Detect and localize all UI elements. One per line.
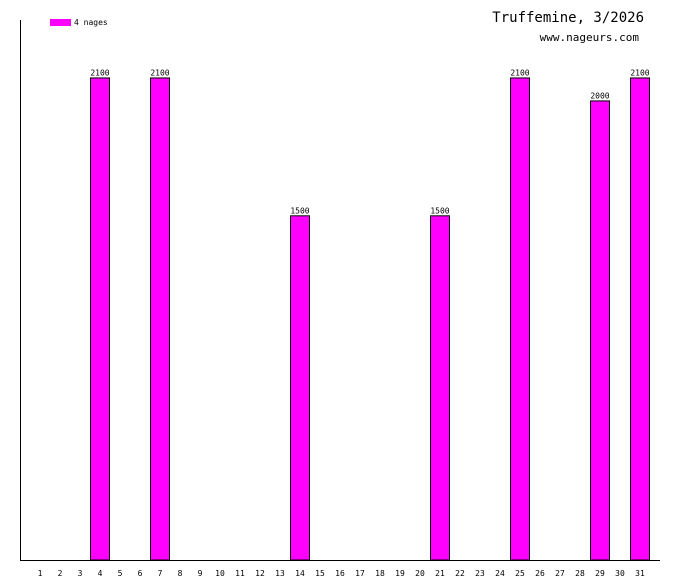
chart-subtitle: www.nageurs.com [539,31,639,44]
x-tick-label: 31 [635,569,645,578]
x-tick-label: 28 [575,569,585,578]
legend: 4 nages [50,18,108,27]
x-tick-label: 19 [395,569,405,578]
bar-value-label: 2000 [590,91,609,100]
bar [510,77,530,561]
x-tick-label: 3 [78,569,83,578]
x-tick-label: 12 [255,569,265,578]
x-tick-label: 1 [38,569,43,578]
x-tick-label: 15 [315,569,325,578]
x-tick-label: 18 [375,569,385,578]
bar [630,77,650,561]
x-tick-label: 29 [595,569,605,578]
x-tick-label: 21 [435,569,445,578]
bar-value-label: 2100 [510,68,529,77]
bar [290,215,310,561]
bar-value-label: 1500 [430,206,449,215]
x-tick-label: 24 [495,569,505,578]
x-tick-label: 13 [275,569,285,578]
bar-value-label: 1500 [290,206,309,215]
x-tick-label: 27 [555,569,565,578]
legend-label: 4 nages [74,18,108,27]
x-tick-label: 17 [355,569,365,578]
x-tick-label: 25 [515,569,525,578]
x-tick-label: 22 [455,569,465,578]
x-tick-label: 6 [138,569,143,578]
bar-value-label: 2100 [150,68,169,77]
x-tick-label: 14 [295,569,305,578]
bar-value-label: 2100 [90,68,109,77]
x-tick-label: 23 [475,569,485,578]
bar [90,77,110,561]
x-tick-label: 5 [118,569,123,578]
x-tick-label: 16 [335,569,345,578]
x-tick-label: 8 [178,569,183,578]
chart-title: Truffemine, 3/2026 [492,10,644,26]
bar [150,77,170,561]
x-tick-label: 2 [58,569,63,578]
x-tick-label: 30 [615,569,625,578]
bar [430,215,450,561]
x-tick-label: 20 [415,569,425,578]
x-tick-label: 7 [158,569,163,578]
bar [590,100,610,561]
bar-value-label: 2100 [630,68,649,77]
x-tick-label: 26 [535,569,545,578]
x-tick-label: 9 [198,569,203,578]
x-tick-label: 10 [215,569,225,578]
x-tick-label: 11 [235,569,245,578]
legend-swatch [50,19,71,26]
x-tick-label: 4 [98,569,103,578]
